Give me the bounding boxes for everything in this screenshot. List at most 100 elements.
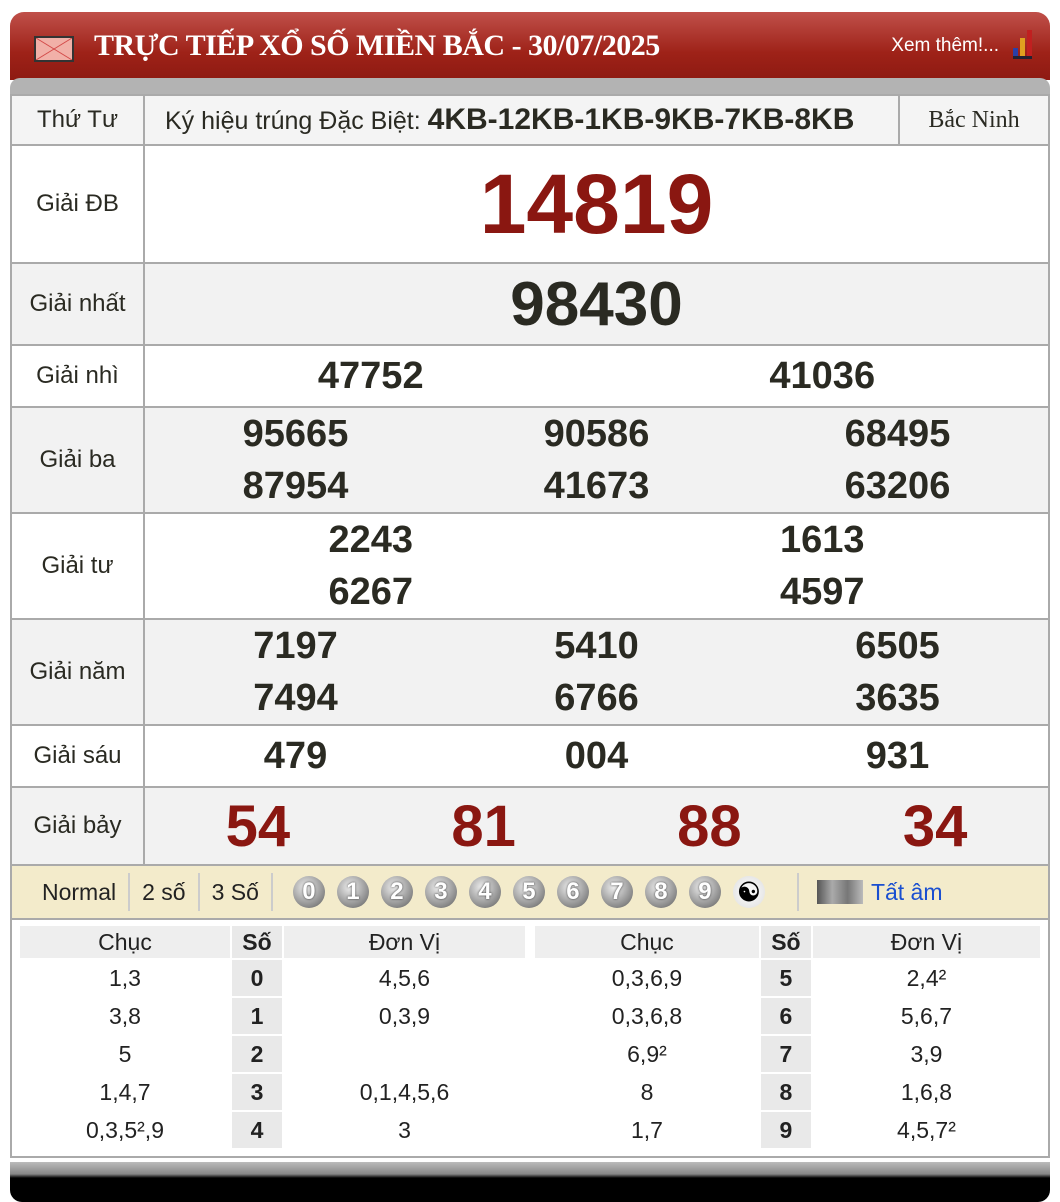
chuc-cell: 0,3,6,8 [535, 998, 759, 1034]
loto-tables: Chục Số Đơn Vị 1,3 0 4,5,6 3,8 1 0,3,9 5 2 1,4,7 3 0,… [10, 920, 1050, 1158]
digit-ball-9[interactable]: 9 [688, 876, 721, 908]
digit-ball-6[interactable]: 6 [556, 876, 589, 908]
digit-ball-2[interactable]: 2 [380, 876, 413, 908]
chuc-cell: 5 [20, 1036, 230, 1072]
chuc-cell: 8 [535, 1074, 759, 1110]
digit-ball-5[interactable]: 5 [512, 876, 545, 908]
so-cell: 7 [760, 1036, 811, 1072]
prize-number: 87954 [242, 465, 349, 507]
mute-all-button[interactable]: Tất âm [796, 873, 943, 911]
prize-number: 6267 [328, 571, 414, 613]
prize-label: Giải tư [10, 512, 145, 620]
results-table: Thứ Tư Ký hiệu trúng Đặc Biệt: 4KB-12KB-… [10, 94, 1050, 866]
prize-label: Giải ba [10, 406, 145, 514]
prize-number: 41673 [543, 465, 650, 507]
speaker-icon [816, 880, 863, 904]
prize-number: 81 [451, 793, 516, 859]
prize-label: Giải năm [10, 618, 145, 726]
prize-number: 41036 [769, 354, 876, 397]
digit-ball-1[interactable]: 1 [336, 876, 369, 908]
donvi-cell: 0,3,9 [283, 998, 525, 1034]
prize-label: Giải nhì [10, 344, 145, 408]
prize-number: 1613 [779, 519, 865, 561]
loto-header: Chục [20, 926, 230, 958]
mute-label: Tất âm [870, 878, 943, 905]
chuc-cell: 3,8 [20, 998, 230, 1034]
donvi-cell: 0,1,4,5,6 [283, 1074, 525, 1110]
table-row: 1,7 9 4,5,7² [535, 1112, 1040, 1148]
bar-chart-icon[interactable] [1013, 30, 1032, 59]
table-row: 1,4,7 3 0,1,4,5,6 [20, 1074, 525, 1110]
table-row: 3,8 1 0,3,9 [20, 998, 525, 1034]
special-code: Ký hiệu trúng Đặc Biệt: 4KB-12KB-1KB-9KB… [143, 94, 900, 146]
loto-header: Đơn Vị [283, 926, 525, 958]
mode-3-digit-button[interactable]: 3 Số [200, 873, 273, 911]
loto-header: Đơn Vị [812, 926, 1040, 958]
prize-number: 90586 [543, 413, 650, 455]
prize-number: 2243 [328, 519, 414, 561]
loto-header: Số [231, 926, 282, 958]
donvi-cell: 5,6,7 [812, 998, 1040, 1034]
prize-label: Giải ĐB [10, 144, 145, 264]
donvi-cell: 3,9 [812, 1036, 1040, 1072]
prize-number: 004 [564, 734, 629, 777]
prize-number: 479 [263, 734, 328, 777]
so-cell: 5 [760, 960, 811, 996]
mode-normal-button[interactable]: Normal [30, 873, 131, 911]
digit-ball-0[interactable]: 0 [292, 876, 325, 908]
donvi-cell: 4,5,6 [283, 960, 525, 996]
chuc-cell: 1,3 [20, 960, 230, 996]
so-cell: 6 [760, 998, 811, 1034]
prize-number: 6505 [855, 625, 940, 667]
table-row: 6,9² 7 3,9 [535, 1036, 1040, 1072]
chuc-cell: 1,4,7 [20, 1074, 230, 1110]
prize-number: 3635 [855, 677, 940, 719]
prize-number: 95665 [242, 413, 349, 455]
loto-header: Số [760, 926, 811, 958]
digit-ball-3[interactable]: 3 [424, 876, 457, 908]
mode-2-digit-button[interactable]: 2 số [130, 873, 200, 911]
display-toolbar: Normal 2 số 3 Số 0 1 2 3 4 5 6 7 8 9 ☯ Tất âm [10, 866, 1050, 920]
prize-number: 931 [865, 734, 930, 777]
prize-label: Giải sáu [10, 724, 145, 788]
so-cell: 1 [231, 998, 282, 1034]
special-prize-number: 14819 [479, 156, 714, 251]
footer-bar [10, 1162, 1050, 1202]
prize-label: Giải nhất [10, 262, 145, 346]
digit-ball-8[interactable]: 8 [644, 876, 677, 908]
special-code-label: Ký hiệu trúng Đặc Biệt: [165, 107, 421, 135]
chuc-cell: 0,3,6,9 [535, 960, 759, 996]
lottery-widget: TRỰC TIẾP XỔ SỐ MIỀN BẮC - 30/07/2025 Xe… [10, 12, 1050, 1202]
prize-label: Giải bảy [10, 786, 145, 866]
donvi-cell: 3 [283, 1112, 525, 1148]
prize-number: 7494 [253, 677, 338, 719]
chuc-cell: 1,7 [535, 1112, 759, 1148]
page-title: TRỰC TIẾP XỔ SỐ MIỀN BẮC - 30/07/2025 [94, 29, 660, 62]
loto-table-left: Chục Số Đơn Vị 1,3 0 4,5,6 3,8 1 0,3,9 5 2 1,4,7 3 0,… [18, 924, 527, 1150]
table-row: 8 8 1,6,8 [535, 1074, 1040, 1110]
table-row: 0,3,6,9 5 2,4² [535, 960, 1040, 996]
loto-header: Chục [535, 926, 759, 958]
donvi-cell: 1,6,8 [812, 1074, 1040, 1110]
so-cell: 2 [231, 1036, 282, 1072]
donvi-cell: 4,5,7² [812, 1112, 1040, 1148]
so-cell: 4 [231, 1112, 282, 1148]
table-row: 0,3,5²,9 4 3 [20, 1112, 525, 1148]
donvi-cell [283, 1036, 525, 1072]
prize-number: 34 [902, 793, 968, 859]
prize-number: 54 [225, 793, 291, 859]
prize-number: 7197 [253, 625, 338, 667]
table-row: 1,3 0 4,5,6 [20, 960, 525, 996]
digit-ball-4[interactable]: 4 [468, 876, 501, 908]
prize-number: 47752 [317, 354, 424, 397]
prize-number: 4597 [779, 571, 865, 613]
special-code-value: 4KB-12KB-1KB-9KB-7KB-8KB [427, 103, 855, 136]
digit-ball-7[interactable]: 7 [600, 876, 633, 908]
mail-icon [34, 36, 74, 62]
chuc-cell: 6,9² [535, 1036, 759, 1072]
so-cell: 3 [231, 1074, 282, 1110]
chuc-cell: 0,3,5²,9 [20, 1112, 230, 1148]
province: Bắc Ninh [898, 94, 1050, 146]
yin-yang-icon[interactable]: ☯ [732, 876, 765, 908]
more-link[interactable]: Xem thêm!... [891, 35, 999, 56]
